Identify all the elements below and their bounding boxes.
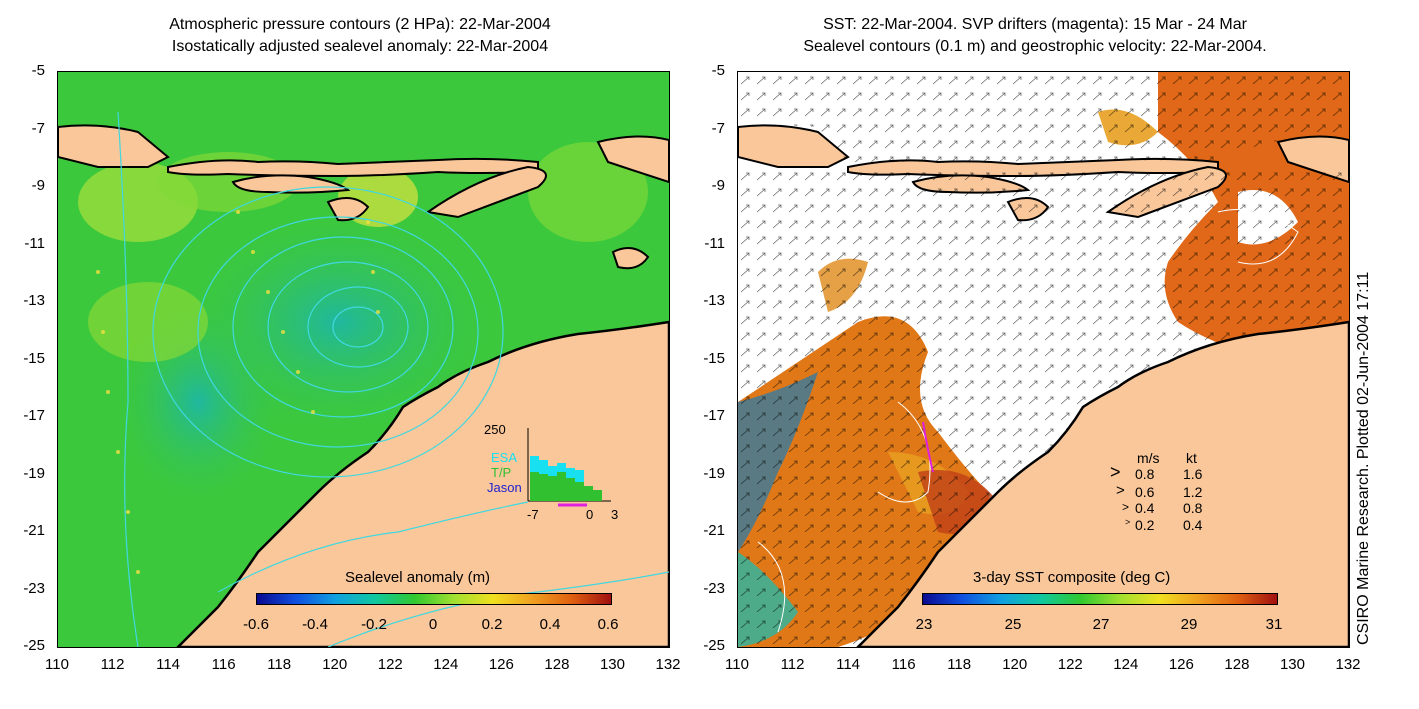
vel-legend-kt: 0.8 [1183, 500, 1203, 516]
right-cbar-tick: 27 [1092, 616, 1110, 633]
inset-xtick-3: 3 [611, 507, 619, 522]
x-tick-label: 130 [599, 656, 625, 673]
right-colorbar-title: 3-day SST composite (deg C) [973, 569, 1171, 586]
x-tick-label: 132 [1335, 656, 1361, 673]
vel-legend-header-ms: m/s [1137, 450, 1160, 466]
right-cbar-tick: 31 [1265, 616, 1283, 633]
y-tick-label: -19 [703, 464, 725, 482]
x-tick-label: 124 [433, 656, 459, 673]
left-colorbar-title: Sealevel anomaly (m) [345, 569, 491, 586]
y-tick-label: -23 [703, 579, 725, 597]
vel-legend-header-kt: kt [1186, 450, 1197, 466]
vel-legend-kt: 1.2 [1183, 484, 1203, 500]
left-cbar-tick: -0.2 [361, 616, 387, 633]
y-tick-label: -5 [31, 62, 45, 79]
x-tick-label: 126 [488, 656, 514, 673]
y-tick-label: -11 [24, 234, 45, 252]
x-tick-label: 116 [891, 656, 916, 673]
left-colorbar [256, 593, 612, 605]
y-tick-label: -17 [23, 407, 45, 424]
x-tick-label: 120 [322, 656, 348, 673]
inset-series-jason: Jason [487, 480, 522, 495]
vel-legend-ms: 0.2 [1135, 517, 1155, 533]
inset-series-esa: ESA [491, 450, 518, 465]
inset-series-tp: T/P [491, 465, 512, 480]
left-title-line1: Atmospheric pressure contours (2 HPa): 2… [169, 16, 551, 33]
y-tick-label: -25 [703, 637, 725, 654]
y-tick-label: -25 [23, 637, 45, 654]
vel-arrow-2: > [1122, 500, 1130, 514]
x-tick-label: 118 [267, 656, 292, 673]
x-tick-label: 124 [1113, 656, 1139, 673]
x-tick-label: 110 [45, 656, 69, 673]
y-tick-label: -13 [703, 292, 725, 309]
inset-xtick-0: 0 [586, 507, 594, 522]
vel-legend-kt: 1.6 [1183, 466, 1203, 482]
left-title-line2: Isostatically adjusted sealevel anomaly:… [171, 38, 549, 55]
x-tick-label: 128 [544, 656, 570, 673]
vel-legend-kt: 0.4 [1183, 517, 1203, 533]
x-tick-label: 122 [377, 656, 403, 673]
y-tick-label: -21 [703, 522, 725, 539]
y-tick-label: -7 [31, 119, 45, 137]
x-tick-label: 114 [156, 656, 181, 673]
left-cbar-tick: -0.4 [302, 616, 328, 633]
right-title-line2: Sealevel contours (0.1 m) and geostrophi… [803, 38, 1267, 55]
right-cbar-tick: 29 [1180, 616, 1198, 633]
left-cbar-tick: 0 [428, 616, 438, 633]
left-sealevel-map [58, 72, 669, 647]
left-cbar-tick: -0.6 [243, 616, 269, 633]
vel-arrow-3: > [1125, 517, 1131, 527]
x-tick-label: 112 [100, 656, 125, 673]
y-tick-label: -15 [703, 349, 725, 367]
y-tick-label: -9 [31, 177, 45, 194]
right-map-panel [737, 71, 1350, 648]
x-tick-label: 130 [1279, 656, 1305, 673]
left-cbar-tick: 0.4 [539, 616, 561, 633]
x-tick-label: 116 [211, 656, 236, 673]
inset-histogram [527, 428, 611, 507]
vel-arrow-1: > [1116, 482, 1125, 499]
left-cbar-tick: 0.6 [597, 616, 619, 633]
left-map-panel [57, 71, 670, 648]
plot-credit: CSIRO Marine Research. Plotted 02-Jun-20… [1355, 271, 1372, 645]
y-tick-label: -13 [23, 292, 45, 309]
x-tick-label: 132 [655, 656, 681, 673]
x-tick-label: 122 [1057, 656, 1083, 673]
vel-legend-ms: 0.8 [1135, 466, 1155, 482]
y-tick-label: -9 [711, 177, 725, 194]
right-sst-map [738, 72, 1349, 647]
x-tick-label: 114 [836, 656, 861, 673]
inset-max-label: 250 [484, 422, 506, 437]
vel-legend-ms: 0.4 [1135, 500, 1155, 516]
x-tick-label: 112 [780, 656, 805, 673]
y-tick-label: -21 [23, 522, 45, 539]
y-tick-label: -11 [704, 234, 725, 252]
y-tick-label: -23 [23, 579, 45, 597]
left-cbar-tick: 0.2 [481, 616, 503, 633]
x-tick-label: 128 [1224, 656, 1250, 673]
right-cbar-tick: 23 [915, 616, 933, 633]
y-tick-label: -19 [23, 464, 45, 482]
vel-arrow-0: > [1110, 462, 1121, 482]
y-tick-label: -15 [23, 349, 45, 367]
right-colorbar [922, 593, 1278, 605]
x-tick-label: 110 [725, 656, 749, 673]
x-tick-label: 126 [1168, 656, 1194, 673]
right-cbar-tick: 25 [1004, 616, 1022, 633]
x-tick-label: 118 [947, 656, 972, 673]
y-tick-label: -5 [711, 62, 725, 79]
y-tick-label: -7 [711, 119, 725, 137]
right-title-line1: SST: 22-Mar-2004. SVP drifters (magenta)… [823, 16, 1247, 33]
x-tick-label: 120 [1002, 656, 1028, 673]
y-tick-label: -17 [703, 407, 725, 424]
inset-xtick-neg7: -7 [527, 507, 539, 522]
vel-legend-ms: 0.6 [1135, 484, 1155, 500]
